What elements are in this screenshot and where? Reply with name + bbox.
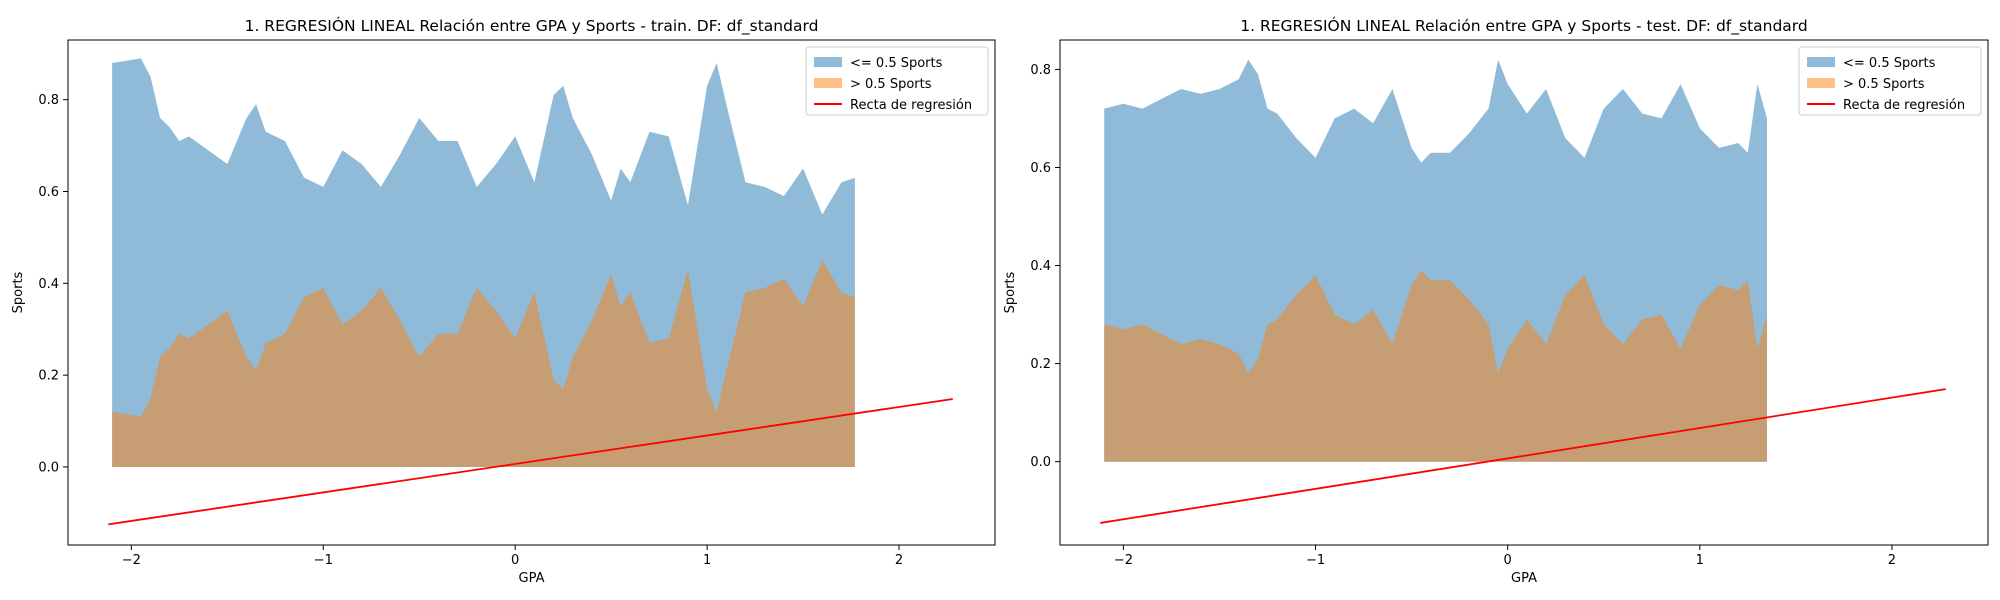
y-tick-label: 0.4 [38,277,59,292]
legend-label: Recta de regresión [850,98,972,113]
x-tick-label: −1 [1306,553,1325,568]
y-tick-label: 0.2 [1030,357,1051,372]
legend-swatch [1807,57,1835,67]
y-tick-label: 0.8 [1030,63,1051,78]
legend-swatch [814,78,842,88]
chart-title: 1. REGRESIÓN LINEAL Relación entre GPA y… [245,16,819,36]
y-tick-label: 0.6 [38,185,59,200]
legend-label: > 0.5 Sports [850,77,932,92]
legend-label: > 0.5 Sports [1843,77,1925,92]
legend: <= 0.5 Sports > 0.5 Sports Recta de regres… [1798,46,1982,116]
x-axis-label: GPA [1511,571,1537,586]
x-tick-label: 0 [511,553,519,568]
y-axis-label: Sports [1003,271,1018,313]
area-series-2 [1104,270,1767,462]
y-tick-label: 0.6 [1030,161,1051,176]
legend-box [805,46,989,116]
x-tick-label: 1 [703,553,711,568]
x-tick-label: −2 [122,553,141,568]
regression-line [1100,388,1946,524]
x-axis-label: GPA [519,571,545,586]
y-axis-label: Sports [11,271,26,313]
chart-panel-1: −2 −1 0 1 2 0.0 0.2 0.4 0.6 0.8 1. REGRESIÓN LINEA… [11,16,996,586]
axes-frame [67,39,996,546]
y-tick-label: 0.0 [1030,455,1051,470]
x-tick-label: −1 [314,553,333,568]
x-tick-label: −2 [1114,553,1133,568]
regression-line [108,398,953,526]
y-tick-label: 0.8 [38,93,59,108]
legend-swatch [1807,78,1835,88]
y-tick-label: 0.2 [38,369,59,384]
legend-label: <= 0.5 Sports [1843,56,1936,71]
legend-box [1798,46,1982,116]
y-tick-label: 0.0 [38,460,59,475]
legend-swatch [814,57,842,67]
x-tick-label: 1 [1696,553,1704,568]
legend-label: Recta de regresión [1843,98,1965,113]
area-series-2 [112,260,855,467]
x-tick-label: 2 [895,553,903,568]
legend-label: <= 0.5 Sports [850,56,943,71]
axes-frame [1059,39,1989,546]
x-tick-label: 0 [1504,553,1512,568]
y-tick-label: 0.4 [1030,259,1051,274]
x-tick-label: 2 [1888,553,1896,568]
chart-panel-2: −2 −1 0 1 2 0.0 0.2 0.4 0.6 0.8 1. REGRESIÓN LINEA… [1003,16,1989,586]
legend: <= 0.5 Sports > 0.5 Sports Recta de regres… [805,46,989,116]
chart-title: 1. REGRESIÓN LINEAL Relación entre GPA y… [1240,16,1808,36]
